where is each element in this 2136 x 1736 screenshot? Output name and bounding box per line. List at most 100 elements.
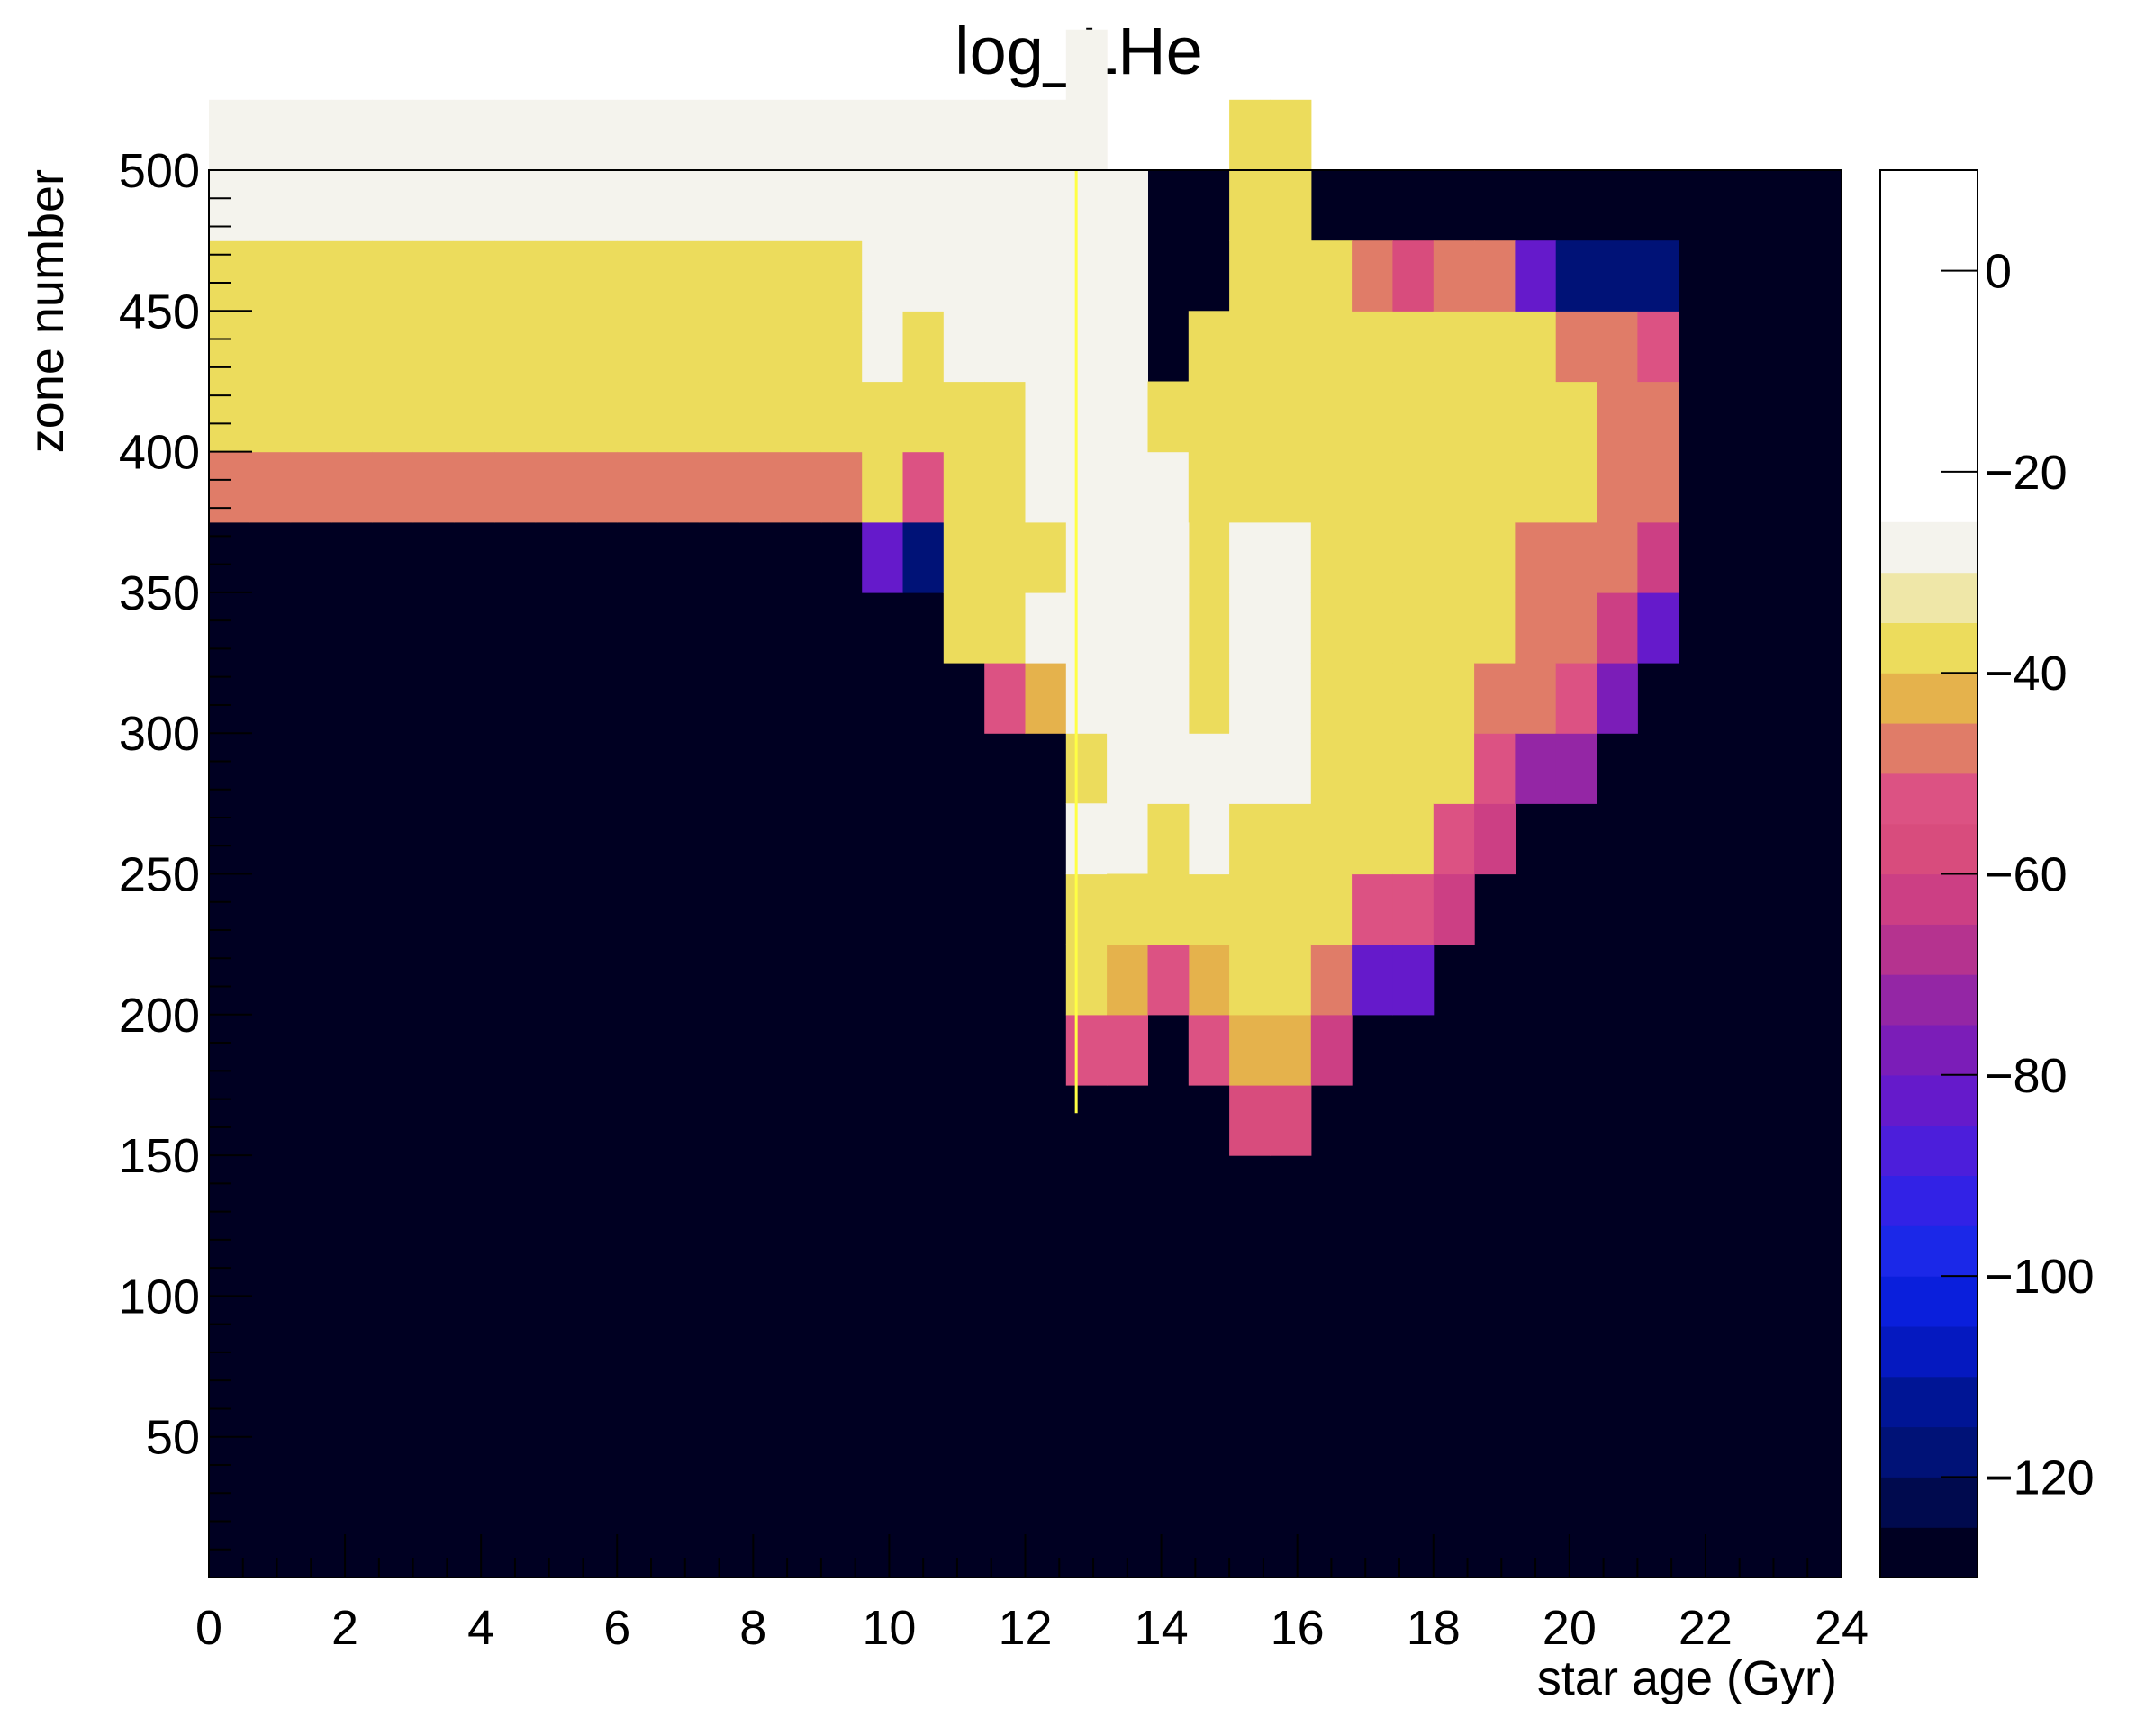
heatmap-cell	[1107, 381, 1148, 453]
heatmap-cell	[575, 311, 618, 383]
colorbar-swatch	[1880, 773, 1978, 825]
heatmap-cell	[1637, 592, 1679, 664]
colorbar-tick-label: −20	[1985, 446, 2068, 500]
heatmap-cell	[984, 170, 1027, 241]
heatmap-cell	[617, 311, 659, 383]
heatmap-cell	[1107, 663, 1148, 734]
heatmap-cell	[902, 170, 945, 241]
heatmap-cell	[698, 170, 740, 241]
heatmap-cell	[1515, 592, 1557, 664]
heatmap-cell	[535, 451, 577, 523]
heatmap-cell	[1270, 240, 1312, 312]
x-tick-label: 12	[998, 1601, 1052, 1655]
heatmap-cell	[943, 99, 985, 171]
heatmap-cell	[984, 592, 1027, 664]
colorbar-swatch	[1880, 1527, 1978, 1578]
heatmap-cell	[372, 99, 414, 171]
heatmap-cell	[1065, 170, 1108, 241]
heatmap-cell	[902, 99, 945, 171]
heatmap-cell	[862, 240, 904, 312]
heatmap-cell	[535, 99, 577, 171]
heatmap-cell	[412, 381, 455, 453]
heatmap-cell	[290, 240, 332, 312]
heatmap-cell	[1310, 592, 1353, 664]
heatmap-cell	[862, 521, 904, 593]
y-tick-label: 350	[119, 566, 200, 620]
heatmap-cell	[1555, 663, 1597, 734]
heatmap-cell	[1597, 451, 1638, 523]
heatmap-cell	[1433, 592, 1475, 664]
heatmap-cell	[1310, 663, 1353, 734]
heatmap-cell	[1025, 99, 1067, 171]
heatmap-cell	[657, 170, 700, 241]
heatmap-cell	[1188, 381, 1230, 453]
colorbar-ticks	[1941, 269, 1978, 1478]
heatmap-cell	[1065, 803, 1108, 875]
heatmap-cell	[984, 311, 1027, 383]
heatmap-cell	[1229, 311, 1271, 383]
heatmap-cell	[1025, 451, 1067, 523]
heatmap-cell	[984, 99, 1027, 171]
heatmap-cell	[1352, 311, 1393, 383]
heatmap-cell	[1270, 451, 1312, 523]
heatmap-cell	[1392, 521, 1435, 593]
heatmap-cell	[1229, 170, 1271, 241]
heatmap-cell	[1270, 521, 1312, 593]
heatmap-cell	[1474, 803, 1516, 875]
heatmap-cell	[1433, 663, 1475, 734]
heatmap-cell	[1555, 592, 1597, 664]
heatmap-cell	[1025, 381, 1067, 453]
heatmap-cell	[617, 451, 659, 523]
heatmap-cell	[1188, 944, 1230, 1016]
heatmap-cell	[657, 240, 700, 312]
heatmap-cell	[453, 381, 495, 453]
heatmap-cell	[1229, 240, 1271, 312]
heatmap-cell	[1597, 240, 1638, 312]
heatmap-cell	[1597, 311, 1638, 383]
heatmap-cell	[1310, 733, 1353, 804]
heatmap-cell	[1433, 803, 1475, 875]
heatmap-cell	[1433, 451, 1475, 523]
heatmap-cell	[209, 381, 250, 453]
heatmap-cell	[1229, 873, 1271, 945]
heatmap-cell	[1392, 944, 1435, 1016]
heatmap-cell	[1270, 170, 1312, 241]
heatmap-cell	[1270, 663, 1312, 734]
heatmap-cell	[902, 521, 945, 593]
heatmap-cell	[780, 170, 822, 241]
colorbar-swatch	[1880, 1175, 1978, 1226]
heatmap-cell	[1474, 592, 1516, 664]
colorbar-swatch	[1880, 723, 1978, 774]
heatmap-cell	[1107, 451, 1148, 523]
heatmap-cell	[209, 99, 250, 171]
y-tick-label: 100	[119, 1270, 200, 1324]
y-tick-label: 150	[119, 1129, 200, 1183]
heatmap-cell	[1147, 873, 1190, 945]
heatmap-cell	[902, 311, 945, 383]
heatmap-cell	[412, 311, 455, 383]
colorbar	[1879, 169, 1978, 1578]
heatmap-cell	[1392, 311, 1435, 383]
colorbar-tick-label: −120	[1985, 1451, 2095, 1505]
heatmap-cell	[902, 381, 945, 453]
heatmap-cell	[1229, 521, 1271, 593]
heatmap-cell	[1065, 1014, 1108, 1086]
heatmap-cell	[494, 381, 537, 453]
heatmap-cell	[1065, 873, 1108, 945]
heatmap-cell	[372, 381, 414, 453]
heatmap-cell	[1025, 170, 1067, 241]
y-tick-label: 300	[119, 707, 200, 761]
heatmap-cell	[1597, 663, 1638, 734]
heatmap-cell	[453, 170, 495, 241]
x-tick-label: 20	[1543, 1601, 1597, 1655]
x-tick-label: 24	[1815, 1601, 1869, 1655]
heatmap-cell	[494, 170, 537, 241]
heatmap-cell	[1107, 803, 1148, 875]
heatmap-cell	[820, 99, 863, 171]
heatmap-cell	[1107, 733, 1148, 804]
heatmap-cell	[820, 240, 863, 312]
heatmap-cell	[494, 240, 537, 312]
x-tick-label: 18	[1407, 1601, 1461, 1655]
heatmap-cell	[943, 451, 985, 523]
heatmap-cell	[1229, 451, 1271, 523]
